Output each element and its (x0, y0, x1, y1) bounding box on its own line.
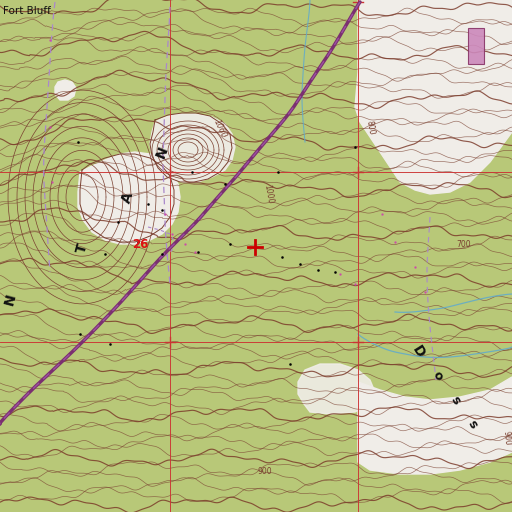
Text: Fort Bluff: Fort Bluff (3, 6, 51, 16)
Polygon shape (355, 0, 512, 194)
Bar (468, 28, 484, 64)
Polygon shape (298, 364, 375, 414)
Polygon shape (418, 0, 512, 112)
Text: 800: 800 (365, 120, 376, 136)
Text: 900: 900 (502, 431, 512, 446)
Text: o: o (430, 369, 446, 383)
Polygon shape (78, 152, 180, 244)
Text: 900: 900 (258, 467, 272, 476)
Text: s: s (447, 394, 462, 407)
Polygon shape (150, 114, 235, 182)
Polygon shape (55, 80, 76, 100)
Text: N: N (153, 144, 170, 160)
Text: N: N (2, 292, 18, 307)
Text: 26: 26 (132, 238, 148, 251)
Text: 1060: 1060 (212, 118, 228, 140)
Polygon shape (358, 377, 512, 474)
Text: D: D (409, 343, 427, 360)
Text: s: s (464, 418, 479, 431)
Text: A: A (120, 190, 136, 205)
Text: 700: 700 (456, 240, 471, 249)
Text: T: T (74, 242, 90, 255)
Text: 1000: 1000 (262, 183, 274, 204)
